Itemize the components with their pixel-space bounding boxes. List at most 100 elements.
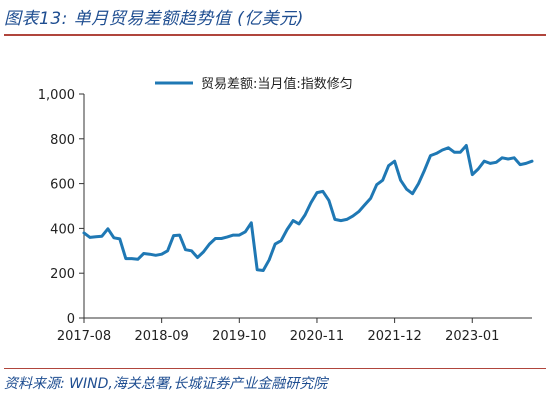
data-point [411, 192, 414, 195]
data-point [435, 152, 438, 155]
x-axis-ticks: 2017-08 2018-09 2019-10 2020-11 2021-12 2023-… [57, 318, 499, 344]
data-point [100, 235, 104, 238]
data-point [262, 269, 265, 272]
data-point [226, 235, 229, 239]
y-tick-label: 0 [67, 312, 75, 327]
x-tick-label: 2019-10 [212, 329, 266, 344]
data-point [453, 151, 456, 154]
data-point [423, 169, 426, 172]
data-point [166, 249, 169, 252]
legend: 贸易差额:当月值:指数修匀 [155, 76, 353, 92]
data-point [483, 160, 486, 163]
x-tick-label: 2021-12 [367, 329, 421, 344]
data-point [477, 167, 480, 171]
data-point [268, 258, 271, 261]
data-point [429, 154, 432, 157]
data-point [530, 160, 534, 163]
data-point [321, 190, 325, 193]
data-point [471, 173, 474, 176]
x-tick-label: 2023-01 [445, 329, 499, 344]
data-point [88, 236, 92, 239]
data-point [196, 256, 199, 259]
data-point [148, 253, 151, 256]
data-point [333, 218, 337, 221]
data-point [459, 151, 462, 154]
data-point [130, 257, 133, 260]
data-point [220, 237, 223, 240]
data-point [524, 162, 528, 165]
data-point [256, 268, 259, 271]
data-point [297, 222, 301, 226]
data-point [190, 249, 193, 252]
data-point [94, 235, 98, 238]
data-point [375, 183, 378, 186]
data-point [500, 156, 504, 159]
data-point [495, 161, 498, 164]
data-point [465, 144, 468, 147]
data-point [154, 254, 157, 257]
data-point [518, 163, 522, 166]
data-point [118, 237, 122, 241]
data-point [279, 239, 283, 242]
y-tick-label: 200 [50, 267, 75, 282]
data-point [447, 146, 450, 149]
data-point [417, 182, 420, 185]
trade-balance-chart: 贸易差额:当月值:指数修匀 0 200 400 600 800 1,000 2017-08… [38, 76, 534, 344]
data-point [357, 210, 360, 213]
data-point [172, 234, 175, 237]
data-point [250, 221, 253, 224]
data-point [345, 218, 348, 221]
title-bar [4, 4, 546, 36]
axes [83, 94, 532, 319]
y-tick-label: 1,000 [38, 88, 75, 103]
data-point [309, 201, 313, 204]
y-tick-label: 800 [50, 133, 75, 148]
data-point [208, 242, 211, 246]
data-point [351, 214, 354, 218]
source-note: 资料来源: WIND,海关总署,长城证券产业金融研究院 [4, 376, 328, 392]
data-point [244, 230, 247, 233]
data-point [512, 156, 516, 159]
data-point [489, 162, 492, 165]
series-line [82, 144, 534, 272]
data-point [106, 227, 110, 230]
data-point [405, 188, 408, 191]
series-group [82, 144, 534, 272]
x-tick-label: 2020-11 [290, 329, 344, 344]
data-point [399, 179, 402, 182]
source-bar [4, 368, 546, 369]
data-point [202, 250, 205, 254]
data-point [285, 228, 289, 231]
data-point [303, 213, 307, 217]
data-point [381, 179, 384, 182]
data-point [327, 199, 331, 202]
figure-title: 图表13: 单月贸易差额趋势值 (亿美元) [4, 9, 304, 29]
legend-label: 贸易差额:当月值:指数修匀 [201, 76, 353, 92]
data-point [214, 237, 217, 240]
data-point [315, 191, 319, 194]
data-point [506, 157, 510, 161]
data-point [339, 219, 343, 222]
x-tick-label: 2018-09 [134, 329, 188, 344]
data-point [124, 257, 128, 260]
data-point [393, 160, 396, 163]
y-tick-label: 600 [50, 178, 75, 193]
data-point [238, 233, 241, 237]
data-point [160, 253, 163, 256]
data-point [232, 233, 235, 237]
data-point [112, 236, 116, 239]
data-point [184, 248, 187, 251]
data-point [363, 203, 366, 207]
data-point [387, 164, 390, 167]
data-point [441, 148, 444, 152]
x-tick-label: 2017-08 [57, 329, 111, 344]
data-point [273, 242, 277, 246]
data-point [369, 197, 372, 200]
y-axis-ticks: 0 200 400 600 800 1,000 [38, 88, 84, 327]
data-point [142, 252, 145, 255]
data-point [178, 233, 181, 237]
y-tick-label: 400 [50, 222, 75, 237]
data-point [291, 219, 295, 222]
data-point [136, 258, 139, 261]
data-point [82, 231, 86, 235]
